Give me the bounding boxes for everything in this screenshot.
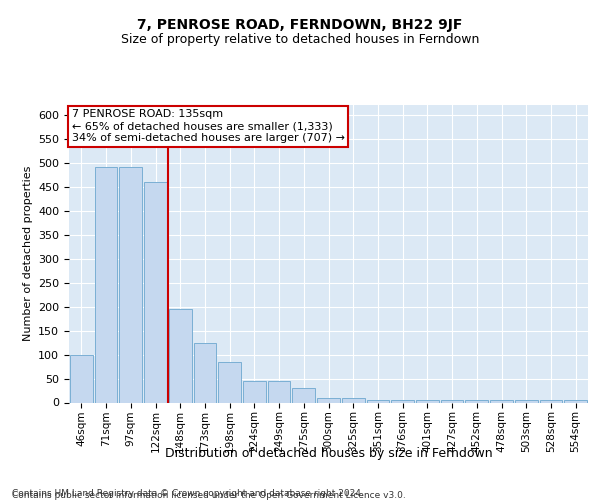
Bar [367, 400, 389, 402]
Text: Size of property relative to detached houses in Ferndown: Size of property relative to detached ho… [121, 32, 479, 46]
Text: Contains HM Land Registry data © Crown copyright and database right 2024.: Contains HM Land Registry data © Crown c… [12, 488, 364, 498]
Bar [342, 398, 365, 402]
Bar [119, 168, 142, 402]
Text: 7, PENROSE ROAD, FERNDOWN, BH22 9JF: 7, PENROSE ROAD, FERNDOWN, BH22 9JF [137, 18, 463, 32]
Text: 7 PENROSE ROAD: 135sqm
← 65% of detached houses are smaller (1,333)
34% of semi-: 7 PENROSE ROAD: 135sqm ← 65% of detached… [71, 110, 344, 142]
Bar [292, 388, 315, 402]
Bar [515, 400, 538, 402]
Text: Contains public sector information licensed under the Open Government Licence v3: Contains public sector information licen… [12, 491, 406, 500]
Bar [194, 342, 216, 402]
Bar [466, 400, 488, 402]
Bar [268, 381, 290, 402]
Bar [441, 400, 463, 402]
Text: Distribution of detached houses by size in Ferndown: Distribution of detached houses by size … [165, 448, 493, 460]
Bar [416, 400, 439, 402]
Bar [391, 400, 414, 402]
Bar [490, 400, 513, 402]
Bar [70, 354, 93, 403]
Bar [169, 309, 191, 402]
Y-axis label: Number of detached properties: Number of detached properties [23, 166, 32, 342]
Bar [317, 398, 340, 402]
Bar [95, 168, 118, 402]
Bar [218, 362, 241, 403]
Bar [243, 381, 266, 402]
Bar [144, 182, 167, 402]
Bar [564, 400, 587, 402]
Bar [539, 400, 562, 402]
